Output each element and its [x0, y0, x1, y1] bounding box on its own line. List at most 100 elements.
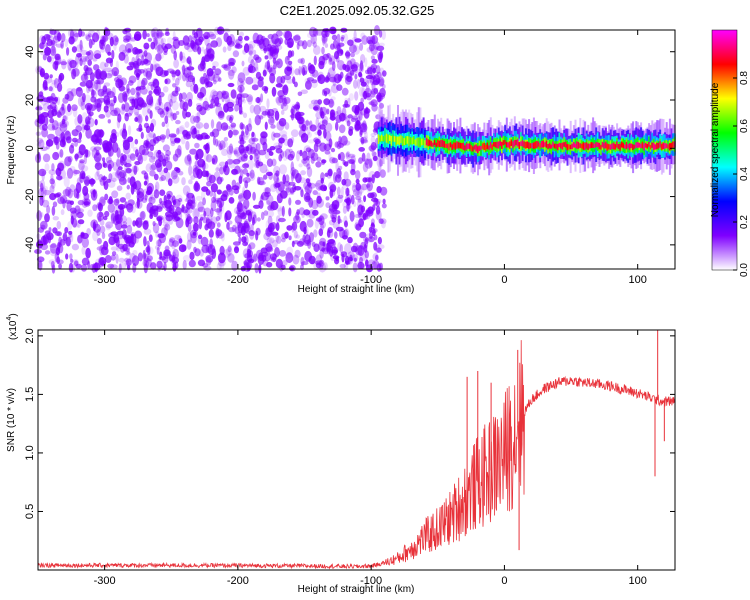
noise-cell — [81, 237, 90, 248]
noise-cell — [351, 37, 359, 42]
noise-cell — [54, 53, 61, 61]
noise-cell — [116, 168, 120, 176]
noise-cell — [267, 110, 271, 119]
noise-cell — [231, 224, 237, 233]
noise-cell — [215, 215, 221, 222]
noise-cell — [128, 125, 132, 136]
noise-cell — [237, 77, 244, 88]
noise-cell — [126, 224, 133, 234]
noise-cell — [119, 207, 125, 217]
noise-cell — [186, 213, 191, 222]
noise-cell — [340, 36, 344, 42]
noise-cell — [363, 90, 368, 100]
noise-cell — [276, 76, 283, 85]
noise-cell — [172, 83, 177, 88]
noise-cell — [368, 259, 376, 265]
signal-cell — [552, 141, 555, 148]
noise-cell — [319, 221, 326, 229]
noise-cell — [373, 128, 379, 136]
noise-cell — [111, 190, 119, 199]
noise-cell — [197, 63, 205, 72]
signal-cell — [604, 141, 607, 149]
noise-cell — [124, 201, 128, 209]
noise-cell — [95, 138, 100, 143]
signal-cell — [435, 142, 438, 148]
noise-cell — [311, 79, 318, 89]
noise-cell — [319, 106, 323, 117]
noise-cell — [59, 195, 68, 204]
noise-cell — [69, 59, 77, 69]
colorbar-ticks: 0.00.20.40.60.8 — [733, 71, 750, 277]
noise-cell — [301, 261, 309, 266]
noise-cell — [288, 197, 292, 206]
noise-cell — [114, 209, 119, 221]
noise-cell — [77, 151, 84, 159]
noise-cell — [143, 46, 149, 51]
noise-cell — [310, 33, 318, 45]
noise-cell — [164, 245, 170, 252]
noise-cell — [186, 239, 192, 250]
signal-cell — [672, 141, 675, 148]
noise-cell — [283, 156, 287, 161]
signal-cell — [379, 135, 382, 142]
noise-cell — [363, 243, 368, 253]
noise-cell — [208, 104, 216, 109]
noise-cell — [49, 193, 57, 201]
noise-cell — [252, 253, 258, 262]
noise-cell — [259, 105, 267, 113]
signal-cell — [494, 142, 497, 148]
noise-cell — [71, 46, 77, 53]
signal-cell — [617, 144, 620, 149]
noise-cell — [77, 199, 85, 206]
noise-cell — [246, 123, 253, 132]
noise-cell — [346, 53, 351, 63]
noise-cell — [186, 66, 195, 71]
noise-cell — [370, 88, 379, 95]
noise-cell — [226, 185, 233, 193]
noise-cell — [86, 106, 91, 115]
noise-cell — [310, 36, 315, 47]
noise-cell — [307, 148, 315, 159]
noise-cell — [153, 57, 157, 67]
noise-cell — [125, 258, 132, 266]
noise-cell — [263, 210, 269, 216]
noise-cell — [168, 204, 175, 215]
noise-cell — [221, 90, 230, 100]
noise-cell — [349, 210, 355, 222]
noise-cell — [77, 114, 83, 124]
noise-cell — [181, 177, 186, 186]
noise-cell — [301, 158, 308, 164]
noise-cell — [228, 197, 235, 204]
noise-cell — [197, 46, 202, 55]
noise-cell — [178, 238, 183, 244]
noise-cell — [221, 92, 228, 99]
noise-cell — [299, 149, 303, 157]
noise-cell — [195, 134, 204, 140]
signal-cell — [507, 142, 510, 148]
noise-cell — [39, 196, 44, 207]
noise-cell — [273, 181, 278, 189]
noise-cell — [264, 86, 268, 94]
signal-cell — [560, 143, 563, 149]
noise-cell — [70, 215, 74, 225]
y-tick-label: 1.0 — [24, 445, 36, 460]
noise-cell — [323, 185, 327, 192]
noise-cell — [193, 222, 199, 232]
noise-cell — [211, 154, 218, 165]
noise-cell — [57, 82, 63, 92]
noise-cell — [52, 216, 59, 221]
noise-cell — [257, 114, 262, 120]
noise-cell — [261, 111, 267, 119]
noise-cell — [302, 150, 308, 161]
noise-cell — [327, 67, 336, 78]
noise-cell — [308, 182, 316, 189]
noise-cell — [185, 111, 191, 118]
noise-cell — [366, 181, 373, 192]
noise-cell — [170, 169, 178, 180]
signal-cell — [389, 135, 391, 141]
noise-cell — [153, 38, 158, 50]
noise-cell — [81, 165, 89, 172]
noise-cell — [318, 262, 327, 273]
noise-cell — [264, 151, 270, 160]
noise-cell — [313, 104, 320, 112]
